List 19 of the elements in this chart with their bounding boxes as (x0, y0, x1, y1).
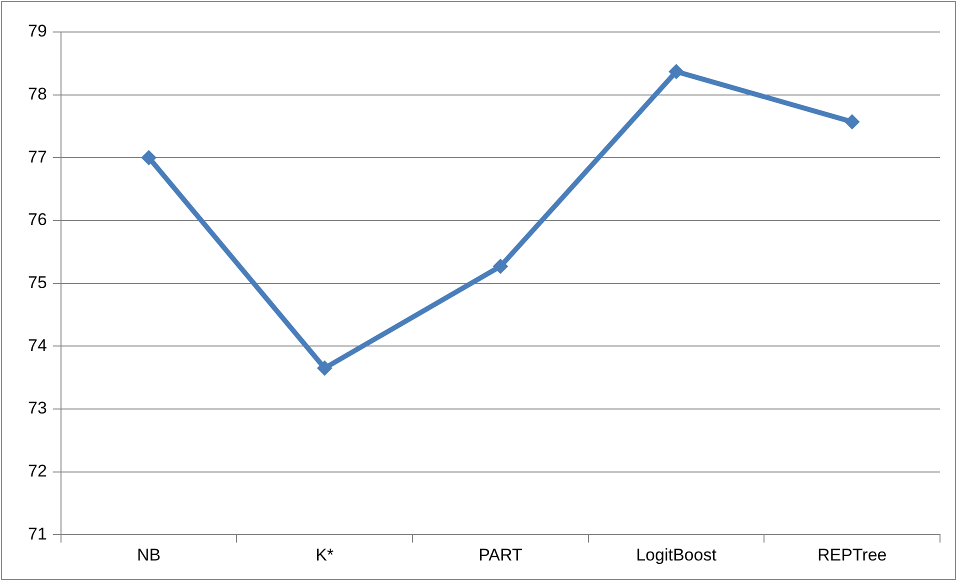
y-tick-label: 74 (28, 336, 47, 355)
y-tick-label: 78 (28, 84, 47, 104)
point (317, 360, 332, 376)
x-tick-label: LogitBoost (636, 545, 717, 564)
point (844, 114, 860, 130)
x-tick-label: REPTree (817, 545, 887, 564)
point (492, 258, 508, 274)
y-tick-label: 77 (28, 147, 47, 166)
x-tick-label: K* (316, 545, 334, 564)
x-tick-label: PART (478, 545, 522, 564)
y-tick-label: 73 (28, 398, 47, 418)
y-tick-label: 72 (28, 461, 47, 480)
point (668, 64, 684, 80)
y-tick-label: 76 (28, 210, 47, 230)
x-tick-label: NB (137, 545, 161, 564)
y-tick-label: 79 (28, 22, 47, 41)
y-tick-label: 71 (28, 524, 47, 544)
y-tick-label: 75 (28, 272, 47, 292)
point (141, 150, 156, 166)
